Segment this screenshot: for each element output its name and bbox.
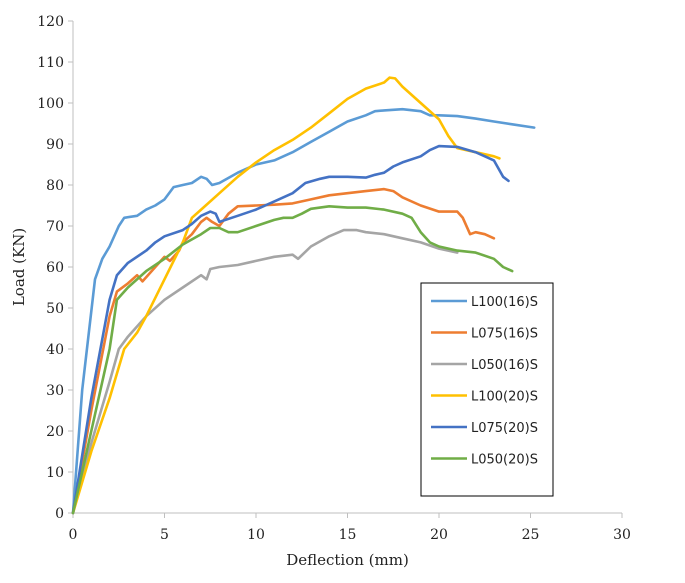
legend-label: L050(16)S	[471, 358, 538, 373]
y-tick-label: 60	[46, 260, 64, 276]
y-tick-label: 120	[37, 14, 64, 30]
x-tick-label: 5	[160, 527, 169, 543]
series-line-l100-16-s	[71, 107, 536, 515]
x-tick-label: 25	[522, 527, 540, 543]
legend-label: L075(16)S	[471, 327, 538, 342]
x-tick-label: 10	[247, 527, 265, 543]
series-lines	[71, 76, 536, 515]
y-axis-ticks: 0 10 20 30 40 50 60 70 80 90 100 110 120	[37, 14, 73, 522]
series-line-l050-16-s	[71, 228, 459, 515]
legend-label: L100(20)S	[471, 390, 538, 405]
y-tick-label: 0	[55, 506, 64, 522]
x-tick-label: 20	[430, 527, 448, 543]
y-tick-label: 100	[37, 96, 64, 112]
legend-box	[420, 282, 554, 497]
y-axis-title: Load (KN)	[10, 228, 28, 306]
y-tick-label: 110	[37, 55, 64, 71]
series-line-l075-20-s	[71, 144, 510, 515]
series-line-l075-16-s	[71, 187, 496, 515]
series-line-l100-20-s	[71, 76, 501, 515]
y-tick-label: 40	[46, 342, 64, 358]
series-line-l050-20-s	[71, 205, 514, 515]
y-tick-label: 80	[46, 178, 64, 194]
x-tick-label: 30	[613, 527, 631, 543]
y-tick-label: 10	[46, 465, 64, 481]
x-tick-label: 15	[339, 527, 357, 543]
legend: L100(16)S L075(16)S L050(16)S L100(20)S L075…	[420, 282, 554, 497]
x-tick-label: 0	[69, 527, 78, 543]
legend-label: L100(16)S	[471, 295, 538, 310]
legend-label: L050(20)S	[471, 453, 538, 468]
x-axis-ticks: 0 5 10 15 20 25 30	[69, 513, 631, 543]
y-tick-label: 30	[46, 383, 64, 399]
legend-label: L075(20)S	[471, 421, 538, 436]
y-tick-label: 50	[46, 301, 64, 317]
y-tick-label: 90	[46, 137, 64, 153]
x-axis-title: Deflection (mm)	[286, 551, 409, 569]
y-tick-label: 20	[46, 424, 64, 440]
y-tick-label: 70	[46, 219, 64, 235]
